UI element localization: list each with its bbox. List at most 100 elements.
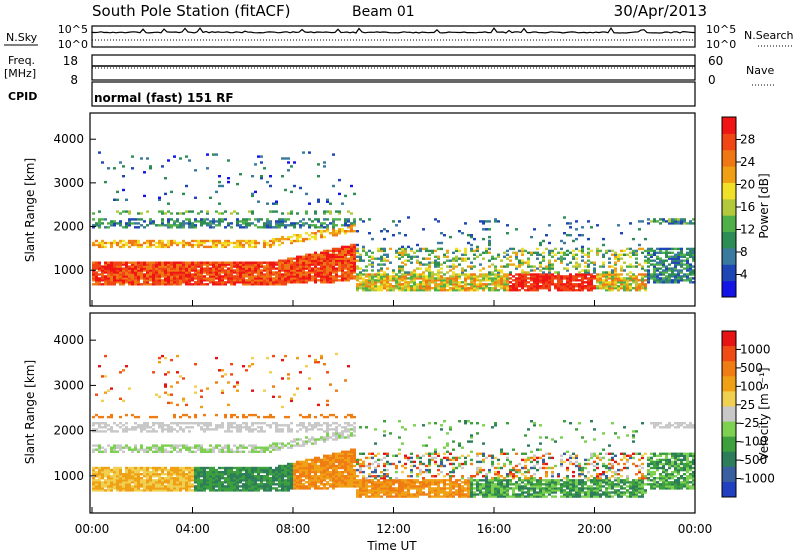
heatmap-cell <box>266 243 269 247</box>
heatmap-cell <box>533 275 536 278</box>
heatmap-cell <box>332 487 335 490</box>
heatmap-cell <box>650 273 653 276</box>
heatmap-cell <box>509 285 512 288</box>
heatmap-cell <box>314 487 317 490</box>
heatmap-cell <box>350 228 353 231</box>
heatmap-cell <box>566 267 569 270</box>
heatmap-cell <box>254 481 257 484</box>
heatmap-cell <box>467 275 470 278</box>
heatmap-cell <box>473 265 476 268</box>
heatmap-cell <box>392 277 395 280</box>
heatmap-cell <box>272 481 275 484</box>
heatmap-cell <box>647 259 650 262</box>
heatmap-cell <box>146 446 149 449</box>
heatmap-cell <box>212 243 215 247</box>
heatmap-cell <box>224 277 227 280</box>
heatmap-cell <box>386 283 389 286</box>
heatmap-cell <box>611 279 614 282</box>
heatmap-cell <box>122 430 125 433</box>
heatmap-cell <box>401 245 404 249</box>
heatmap-cell <box>230 241 233 245</box>
heatmap-cell <box>278 273 281 276</box>
heatmap-cell <box>302 263 305 266</box>
heatmap-cell <box>521 253 524 256</box>
heatmap-cell <box>350 230 353 233</box>
heatmap-cell <box>230 265 233 268</box>
heatmap-cell <box>110 485 113 488</box>
heatmap-cell <box>434 285 437 288</box>
heatmap-cell <box>119 489 122 492</box>
heatmap-cell <box>332 473 335 476</box>
heatmap-cell <box>335 210 338 213</box>
heatmap-cell <box>290 483 293 486</box>
heatmap-cell <box>260 426 263 429</box>
heatmap-cell <box>587 289 590 292</box>
heatmap-cell <box>179 477 182 480</box>
heatmap-cell <box>293 277 296 280</box>
heatmap-cell <box>122 165 125 168</box>
heatmap-cell <box>101 415 104 419</box>
heatmap-cell <box>323 230 326 233</box>
heatmap-cell <box>230 273 233 276</box>
heatmap-cell <box>182 430 185 433</box>
heatmap-cell <box>137 473 140 476</box>
heatmap-cell <box>524 271 527 274</box>
heatmap-cell <box>317 479 320 482</box>
heatmap-cell <box>398 285 401 288</box>
heatmap-cell <box>245 426 248 429</box>
heatmap-cell <box>386 281 389 284</box>
heatmap-cell <box>563 283 566 286</box>
heatmap-cell <box>554 271 557 274</box>
heatmap-cell <box>317 163 320 166</box>
heatmap-cell <box>122 479 125 482</box>
heatmap-cell <box>599 249 602 253</box>
heatmap-cell <box>134 226 137 229</box>
heatmap-cell <box>548 289 551 292</box>
heatmap-cell <box>536 277 539 280</box>
heatmap-cell <box>194 487 197 490</box>
heatmap-cell <box>455 285 458 288</box>
heatmap-cell <box>452 263 455 266</box>
heatmap-cell <box>251 245 254 249</box>
heatmap-cell <box>257 261 260 264</box>
heatmap-cell <box>662 251 665 254</box>
heatmap-cell <box>113 275 116 278</box>
heatmap-cell <box>131 222 134 225</box>
heatmap-cell <box>473 283 476 286</box>
heatmap-cell <box>242 265 245 268</box>
heatmap-cell <box>218 241 221 245</box>
heatmap-cell <box>371 263 374 266</box>
heatmap-cell <box>314 440 317 443</box>
heatmap-cell <box>296 483 299 486</box>
heatmap-cell <box>167 489 170 492</box>
heatmap-cell <box>233 483 236 486</box>
heatmap-cell <box>452 289 455 292</box>
heatmap-cell <box>314 224 317 227</box>
heatmap-cell <box>599 287 602 290</box>
heatmap-cell <box>305 281 308 284</box>
heatmap-cell <box>455 273 458 276</box>
heatmap-cell <box>320 487 323 490</box>
heatmap-cell <box>269 226 272 229</box>
heatmap-cell <box>314 226 317 229</box>
heatmap-cell <box>182 273 185 276</box>
heatmap-cell <box>323 257 326 260</box>
heatmap-cell <box>452 267 455 270</box>
heatmap-cell <box>209 475 212 478</box>
heatmap-cell <box>410 279 413 282</box>
heatmap-cell <box>548 285 551 288</box>
heatmap-cell <box>368 249 371 253</box>
heatmap-cell <box>227 473 230 476</box>
heatmap-cell <box>167 281 170 284</box>
heatmap-cell <box>203 466 206 470</box>
heatmap-cell <box>440 283 443 286</box>
heatmap-cell <box>146 281 149 284</box>
heatmap-cell <box>383 275 386 278</box>
heatmap-cell <box>305 460 308 464</box>
heatmap-cell <box>119 275 122 278</box>
heatmap-cell <box>230 483 233 486</box>
heatmap-cell <box>569 273 572 276</box>
heatmap-cell <box>293 438 296 441</box>
heatmap-cell <box>251 448 254 451</box>
heatmap-cell <box>641 283 644 286</box>
